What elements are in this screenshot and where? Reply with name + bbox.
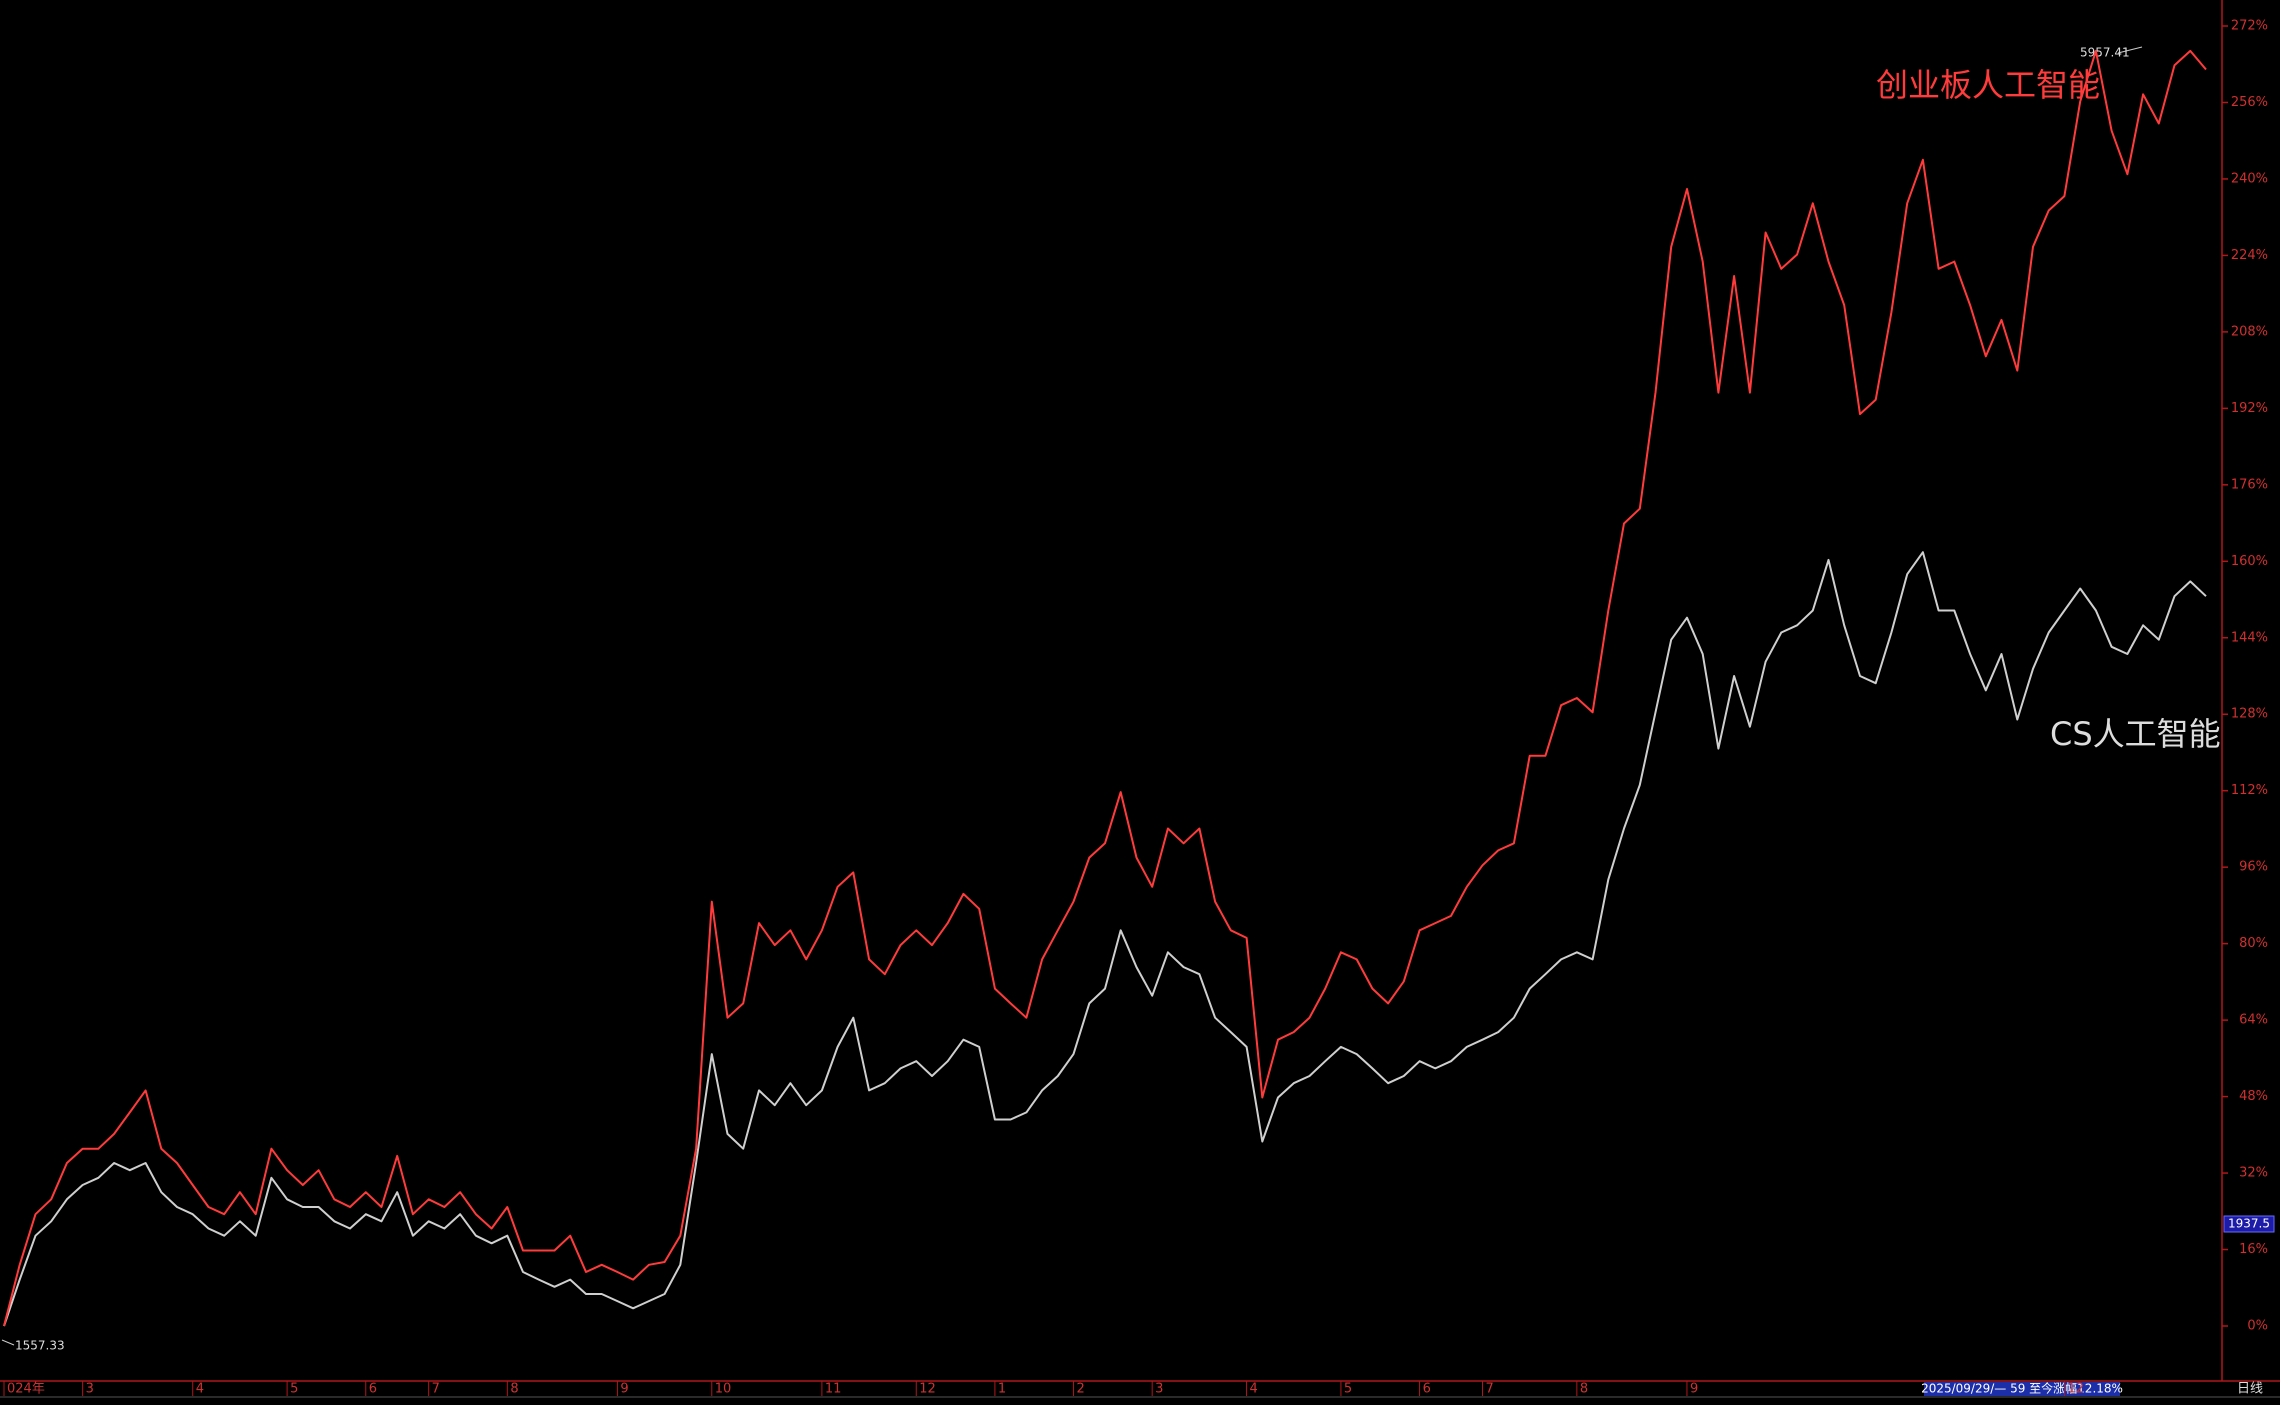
x-tick-label: 7 (1485, 1382, 1493, 1397)
x-tick-label: 9 (1690, 1382, 1698, 1397)
x-tick-label: 8 (1580, 1382, 1588, 1397)
x-tick-label: 8 (510, 1382, 518, 1397)
high-label: 5957.41 (2080, 46, 2130, 60)
y-tick-label: 80% (2239, 936, 2268, 951)
x-tick-label: 3 (86, 1382, 94, 1397)
y-tick-label: 64% (2239, 1013, 2268, 1028)
status-text: 2025/09/29/— 59 至今涨幅12.18% (1921, 1381, 2123, 1396)
x-tick-label: 5 (290, 1382, 298, 1397)
series-label: CS人工智能 (2050, 715, 2221, 753)
y-tick-label: 192% (2231, 401, 2268, 416)
x-tick-label: 6 (369, 1382, 377, 1397)
current-value-label: 1937.5 (2228, 1217, 2270, 1231)
x-tick-label: 10 (715, 1382, 732, 1397)
x-tick-label: 024年 (7, 1382, 45, 1397)
y-tick-label: 0% (2247, 1319, 2268, 1334)
y-tick-label: 48% (2239, 1089, 2268, 1104)
y-tick-label: 144% (2231, 630, 2268, 645)
x-tick-label: 4 (1250, 1382, 1258, 1397)
y-tick-label: 112% (2231, 783, 2268, 798)
y-tick-label: 160% (2231, 554, 2268, 569)
x-tick-label: 12 (2067, 1382, 2084, 1397)
period-label: 日线 (2237, 1382, 2263, 1397)
status-box (1924, 1382, 2120, 1396)
y-tick-label: 256% (2231, 95, 2268, 110)
x-tick-label: 7 (432, 1382, 440, 1397)
series-label: 创业板人工智能 (1876, 66, 2100, 104)
y-tick-label: 16% (2239, 1242, 2268, 1257)
series-line (3, 49, 2207, 1327)
low-pointer (1, 1339, 15, 1346)
high-pointer (2117, 46, 2143, 54)
x-tick-label: 6 (1423, 1382, 1431, 1397)
y-tick-label: 176% (2231, 477, 2268, 492)
y-tick-label: 208% (2231, 324, 2268, 339)
x-tick-label: 3 (1155, 1382, 1163, 1397)
x-tick-label: 9 (620, 1382, 628, 1397)
x-tick-label: 4 (196, 1382, 204, 1397)
y-tick-label: 96% (2239, 860, 2268, 875)
low-label: 1557.33 (15, 1339, 65, 1353)
x-tick-label: 5 (1344, 1382, 1352, 1397)
y-tick-label: 32% (2239, 1166, 2268, 1181)
x-tick-label: 11 (825, 1382, 842, 1397)
x-tick-label: 12 (919, 1382, 936, 1397)
y-tick-label: 240% (2231, 171, 2268, 186)
y-tick-label: 224% (2231, 248, 2268, 263)
x-tick-label: 1 (998, 1382, 1006, 1397)
y-tick-label: 272% (2231, 19, 2268, 34)
series-line (3, 551, 2207, 1327)
current-value-box (2223, 1215, 2275, 1233)
x-tick-label: 2 (1077, 1382, 1085, 1397)
y-tick-label: 128% (2231, 707, 2268, 722)
